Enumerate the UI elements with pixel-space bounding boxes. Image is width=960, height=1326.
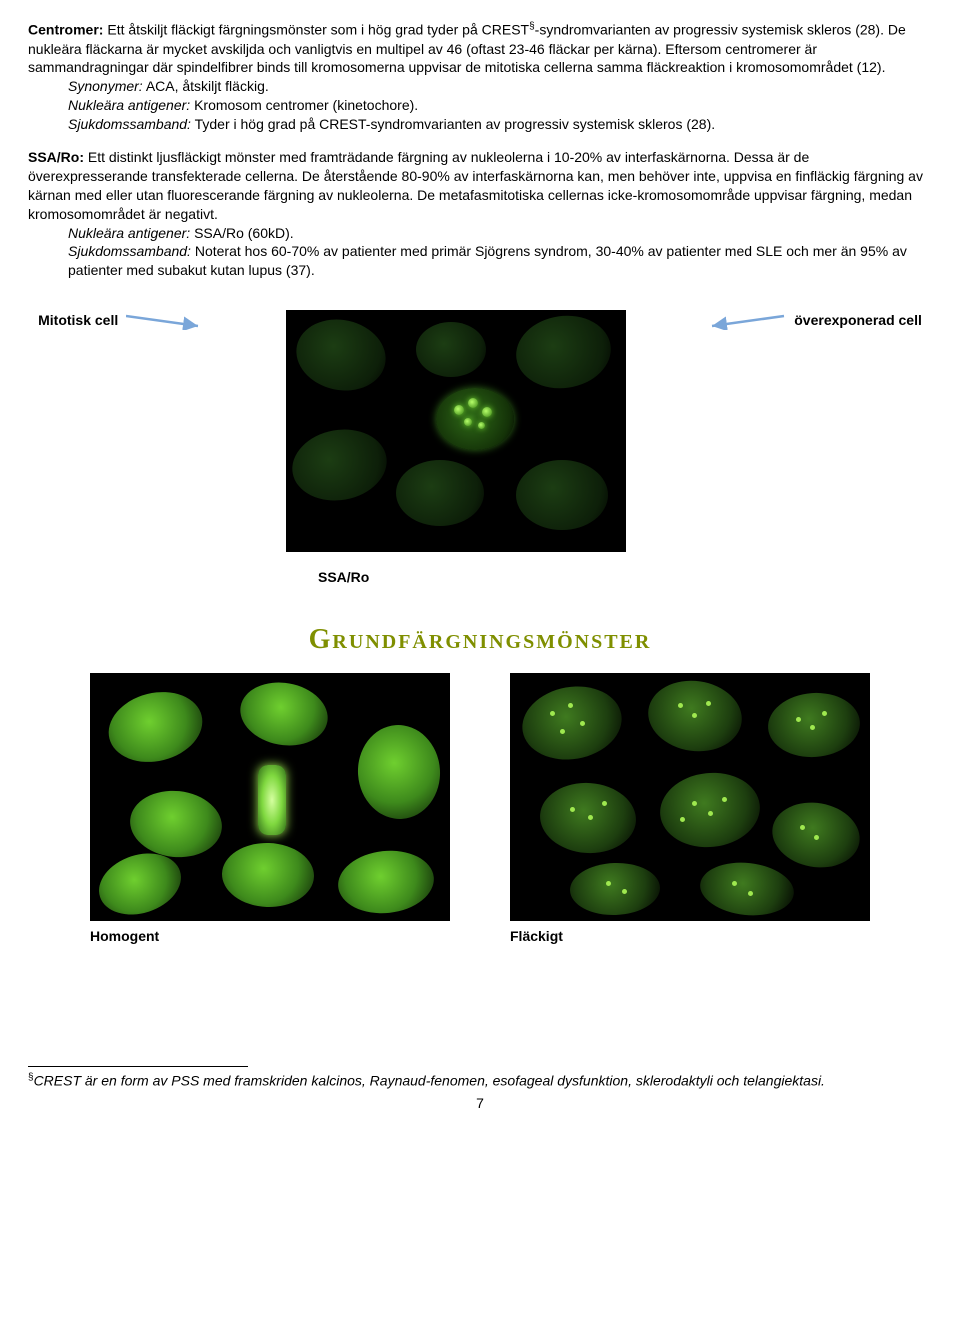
section-title: Grundfärgningsmönster [28, 621, 932, 659]
centromer-antigen-line: Nukleära antigener: Kromosom centromer (… [28, 96, 932, 115]
micrograph-homogent [90, 673, 450, 921]
ssaro-antigen-label: Nukleära antigener: [68, 225, 190, 241]
ssaro-disease-label: Sjukdomssamband: [68, 243, 191, 259]
ssaro-antigen-value: SSA/Ro (60kD). [190, 225, 293, 241]
synonym-value: ACA, åtskiljt fläckig. [143, 78, 269, 94]
ssaro-body: Ett distinkt ljusfläckigt mönster med fr… [28, 149, 923, 222]
micrograph-ssaro [286, 310, 626, 552]
callout-left: Mitotisk cell [38, 310, 206, 334]
micrograph-flackigt [510, 673, 870, 921]
callout-left-label: Mitotisk cell [38, 311, 118, 330]
centromer-disease-line: Sjukdomssamband: Tyder i hög grad på CRE… [28, 115, 932, 134]
callout-right: överexponerad cell [706, 310, 922, 334]
antigen-value: Kromosom centromer (kinetochore). [190, 97, 418, 113]
arrow-right-icon [126, 310, 206, 330]
footnote-rule [28, 1066, 248, 1067]
arrow-left-icon [706, 310, 786, 330]
centromer-text-a: Ett åtskiljt fläckigt färgningsmönster s… [103, 22, 529, 38]
figure-caption: SSA/Ro [318, 568, 369, 587]
ssaro-disease-line: Sjukdomssamband: Noterat hos 60-70% av p… [28, 242, 932, 280]
panel-flackigt-caption: Fläckigt [510, 927, 563, 946]
footnote: §CREST är en form av PSS med framskriden… [28, 1071, 932, 1091]
page-number: 7 [28, 1094, 932, 1113]
panel-flackigt: Fläckigt [510, 673, 870, 946]
ssaro-heading: SSA/Ro: [28, 149, 84, 165]
footnote-text: CREST är en form av PSS med framskriden … [34, 1072, 825, 1088]
centromer-heading: Centromer: [28, 22, 103, 38]
panel-homogent-caption: Homogent [90, 927, 159, 946]
two-panel-row: Homogent Fläckigt [28, 673, 932, 946]
antigen-label: Nukleära antigener: [68, 97, 190, 113]
figure-caption-row: SSA/Ro [318, 562, 932, 587]
disease-label: Sjukdomssamband: [68, 116, 191, 132]
panel-homogent: Homogent [90, 673, 450, 946]
synonym-label: Synonymer: [68, 78, 143, 94]
paragraph-centromer: Centromer: Ett åtskiljt fläckigt färgnin… [28, 20, 932, 134]
disease-value: Tyder i hög grad på CREST-syndromvariant… [191, 116, 715, 132]
figure-ssaro: Mitotisk cell överexponerad cell [28, 310, 932, 552]
callout-right-label: överexponerad cell [794, 311, 922, 330]
ssaro-antigen-line: Nukleära antigener: SSA/Ro (60kD). [28, 224, 932, 243]
centromer-synonym-line: Synonymer: ACA, åtskiljt fläckig. [28, 77, 932, 96]
paragraph-ssaro: SSA/Ro: Ett distinkt ljusfläckigt mönste… [28, 148, 932, 280]
ssaro-disease-value: Noterat hos 60-70% av patienter med prim… [68, 243, 907, 278]
